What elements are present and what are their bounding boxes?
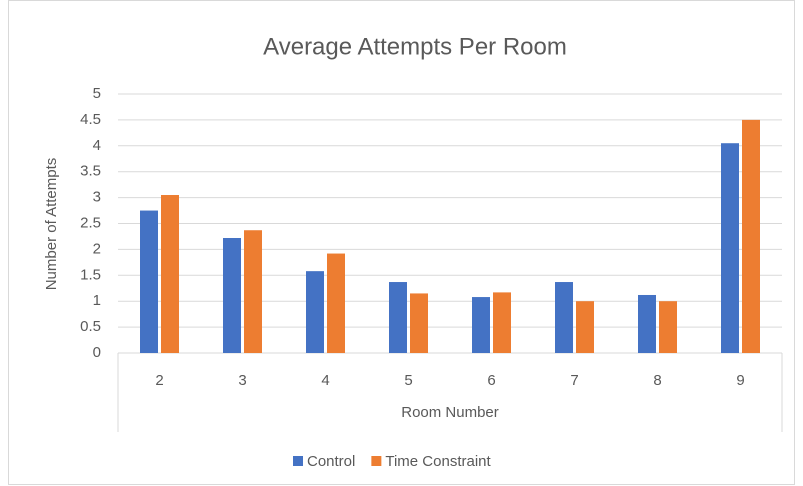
bar: [493, 292, 511, 353]
bar: [410, 293, 428, 353]
y-tick-label: 3: [93, 189, 101, 206]
y-tick-label: 3.5: [80, 163, 101, 180]
y-tick-label: 1.5: [80, 266, 101, 283]
y-tick-label: 4: [93, 137, 101, 154]
chart-title: Average Attempts Per Room: [263, 33, 567, 60]
x-tick-label: 4: [321, 372, 329, 389]
x-axis-label: Room Number: [401, 404, 499, 421]
bar: [742, 119, 760, 354]
bar: [306, 271, 324, 353]
bar: [721, 143, 739, 353]
legend-label: Control: [307, 453, 355, 470]
y-axis-label: Number of Attempts: [43, 158, 60, 291]
bar: [638, 294, 656, 353]
x-tick-label: 9: [736, 372, 744, 389]
y-tick-label: 4.5: [80, 111, 101, 128]
x-tick-label: 3: [238, 372, 246, 389]
y-tick-label: 2.5: [80, 214, 101, 231]
y-tick-label: 5: [93, 85, 101, 102]
bar: [472, 297, 490, 353]
bar: [555, 282, 573, 353]
bar: [140, 210, 158, 353]
x-tick-label: 6: [487, 372, 495, 389]
bar: [659, 301, 677, 353]
legend-swatch: [293, 456, 303, 466]
y-tick-label: 2: [93, 240, 101, 257]
chart-border: [8, 0, 795, 485]
bar: [327, 253, 345, 353]
legend-swatch: [371, 456, 382, 466]
x-tick-label: 5: [404, 372, 412, 389]
y-tick-label: 0: [93, 344, 101, 361]
x-tick-label: 8: [653, 372, 661, 389]
y-tick-label: 0.5: [80, 318, 101, 335]
legend-label: Time Constraint: [385, 453, 491, 470]
bar: [244, 230, 262, 353]
bar: [576, 301, 594, 353]
bar: [389, 282, 407, 353]
x-tick-label: 7: [570, 372, 578, 389]
y-tick-label: 1: [93, 292, 101, 309]
x-tick-label: 2: [155, 372, 163, 389]
bar: [161, 195, 179, 353]
bar: [223, 238, 241, 353]
